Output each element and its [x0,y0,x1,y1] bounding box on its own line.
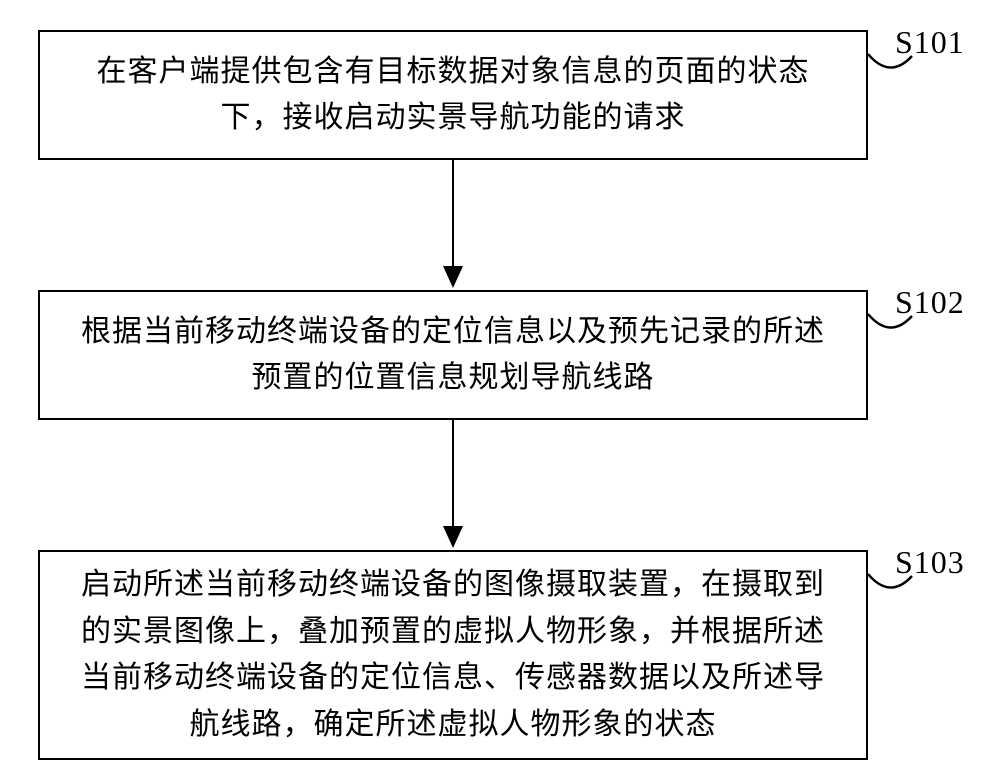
step-text: 启动所述当前移动终端设备的图像摄取装置，在摄取到的实景图像上，叠加预置的虚拟人物… [68,562,838,748]
step-text: 根据当前移动终端设备的定位信息以及预先记录的所述预置的位置信息规划导航线路 [68,309,838,402]
arrow-s101-s102 [452,160,454,268]
step-label-s103: S103 [895,544,965,581]
step-label-text: S102 [895,284,965,320]
step-box-s103: 启动所述当前移动终端设备的图像摄取装置，在摄取到的实景图像上，叠加预置的虚拟人物… [38,550,868,760]
step-label-s102: S102 [895,284,965,321]
arrow-head-s101-s102 [443,266,463,288]
arrow-head-s102-s103 [443,526,463,548]
step-box-s101: 在客户端提供包含有目标数据对象信息的页面的状态下，接收启动实景导航功能的请求 [38,30,868,160]
arrow-s102-s103 [452,420,454,528]
step-label-s101: S101 [895,24,965,61]
step-label-text: S101 [895,24,965,60]
flowchart-canvas: 在客户端提供包含有目标数据对象信息的页面的状态下，接收启动实景导航功能的请求 S… [0,0,1000,766]
step-box-s102: 根据当前移动终端设备的定位信息以及预先记录的所述预置的位置信息规划导航线路 [38,290,868,420]
step-text: 在客户端提供包含有目标数据对象信息的页面的状态下，接收启动实景导航功能的请求 [68,49,838,142]
step-label-text: S103 [895,544,965,580]
